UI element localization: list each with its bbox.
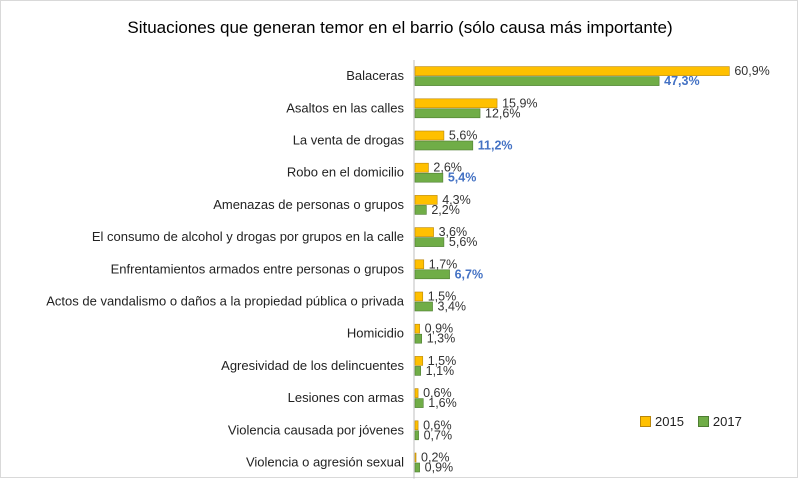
bar-2017: [414, 366, 421, 376]
data-label-2015: 0,2%: [421, 451, 450, 465]
data-label-2015: 0,9%: [425, 322, 454, 336]
legend-item-2015: 2015: [640, 414, 684, 429]
data-label-2017: 3,4%: [438, 300, 467, 314]
category-label: Agresividad de los delincuentes: [221, 358, 404, 373]
data-label-2017: 0,7%: [424, 428, 453, 442]
data-label-2015: 2,6%: [433, 161, 462, 175]
category-label: Enfrentamientos armados entre personas o…: [111, 261, 405, 276]
chart-legend: 2015 2017: [640, 414, 750, 429]
data-label-2017: 11,2%: [478, 139, 513, 153]
bar-2017: [414, 462, 420, 473]
bar-2015: [414, 227, 434, 237]
bar-2015: [414, 452, 417, 463]
category-label: Violencia causada por jóvenes: [228, 422, 405, 437]
bar-2015: [414, 323, 420, 334]
bar-2017: [414, 76, 660, 86]
category-label: Violencia o agresión sexual: [246, 455, 404, 470]
data-label-2017: 5,6%: [449, 235, 478, 249]
bar-2015: [414, 388, 419, 398]
category-label: Lesiones con armas: [288, 390, 405, 405]
data-label-2015: 1,7%: [429, 257, 458, 271]
bar-2015: [414, 291, 424, 302]
legend-swatch-2017: [697, 416, 709, 427]
chart-title: Situaciones que generan temor en el barr…: [127, 18, 673, 37]
data-label-2017: 47,3%: [664, 74, 699, 88]
bar-2017: [414, 269, 450, 280]
legend-swatch-2015: [640, 416, 651, 427]
data-label-2017: 1,6%: [428, 396, 457, 410]
bar-2017: [414, 237, 445, 247]
bar-2015: [414, 420, 419, 431]
legend-item-2017: 2017: [697, 414, 742, 429]
bar-2015: [414, 356, 424, 366]
bar-2015: [414, 259, 425, 270]
data-label-2017: 1,1%: [426, 364, 455, 378]
bar-2017: [414, 301, 433, 312]
data-label-2015: 4,3%: [442, 193, 471, 207]
bar-2017: [414, 205, 427, 215]
legend-label-2017: 2017: [712, 414, 742, 429]
bar-2015: [414, 66, 730, 76]
category-label: El consumo de alcohol y drogas por grupo…: [92, 229, 404, 244]
data-label-2015: 1,5%: [428, 354, 457, 368]
category-label: Actos de vandalismo o daños a la propied…: [46, 294, 405, 309]
data-label-2015: 0,6%: [423, 418, 452, 432]
data-label-2015: 60,9%: [734, 64, 769, 78]
bar-2017: [414, 108, 481, 119]
category-label: Asaltos en las calles: [286, 100, 404, 115]
bar-2017: [414, 172, 444, 183]
data-label-2017: 6,7%: [455, 267, 484, 281]
category-label: Homicidio: [347, 326, 404, 341]
data-label-2017: 1,3%: [427, 332, 456, 346]
legend-label-2015: 2015: [655, 414, 684, 429]
bar-2017: [414, 333, 423, 344]
bar-2015: [414, 98, 498, 109]
data-label-2015: 1,5%: [428, 290, 457, 304]
data-label-2017: 12,6%: [485, 106, 520, 120]
bar-2017: [414, 430, 419, 441]
category-label: Amenazas de personas o grupos: [213, 197, 404, 212]
data-label-2017: 2,2%: [431, 203, 460, 217]
data-label-2015: 3,6%: [439, 225, 468, 239]
category-label: La venta de drogas: [293, 133, 405, 148]
bar-2017: [414, 398, 424, 408]
data-label-2015: 0,6%: [423, 386, 452, 400]
bar-2015: [414, 162, 429, 173]
bar-2015: [414, 130, 445, 141]
data-label-2015: 5,6%: [449, 129, 478, 143]
data-label-2017: 5,4%: [448, 171, 477, 185]
category-label: Robo en el domicilio: [287, 165, 404, 180]
data-label-2015: 15,9%: [502, 96, 537, 110]
category-label: Balaceras: [346, 68, 404, 83]
bar-2017: [414, 140, 474, 151]
bar-2015: [414, 195, 438, 205]
data-label-2017: 0,9%: [425, 461, 454, 475]
